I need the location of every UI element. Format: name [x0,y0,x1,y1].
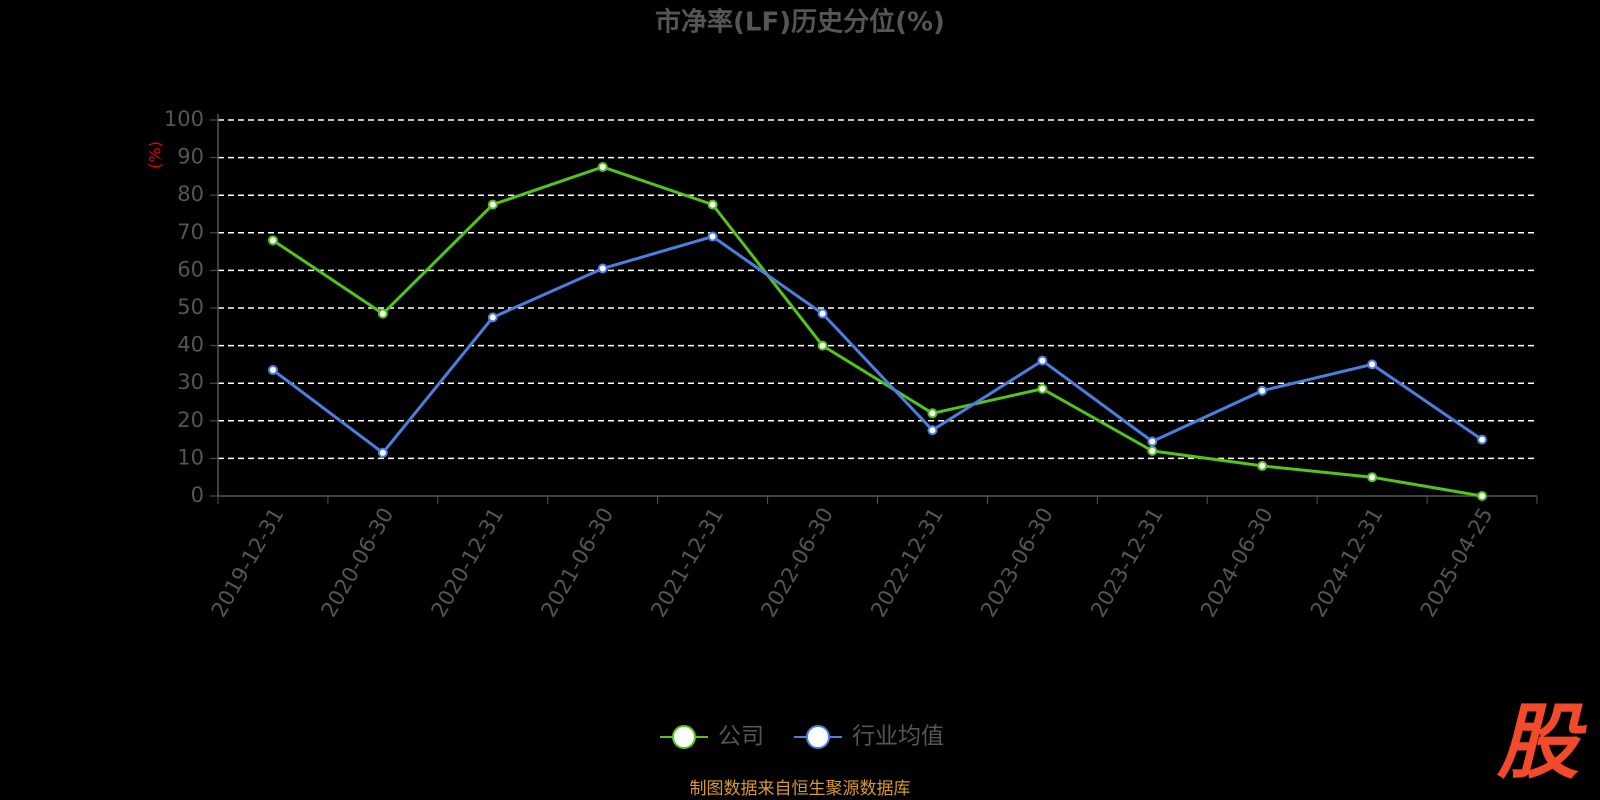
data-point [707,231,718,242]
data-point [1037,355,1048,366]
data-point [487,199,498,210]
data-point [267,235,278,246]
data-point [1367,472,1378,483]
data-point [267,365,278,376]
y-tick-label: 20 [177,408,204,432]
data-point [487,312,498,323]
source-note: 制图数据来自恒生聚源数据库 [690,779,911,799]
data-point [1257,460,1268,471]
y-tick-label: 30 [177,370,204,394]
data-point [1037,383,1048,394]
data-point [1477,491,1488,501]
series-line [272,234,1483,455]
y-tick-label: 0 [191,483,204,507]
data-point [1477,434,1488,445]
series-line [272,165,1483,498]
data-point [377,447,388,458]
y-tick-label: 100 [164,107,204,131]
logo: 股 [1496,695,1587,790]
legend-item: 公司 [660,724,764,750]
data-point [1147,445,1158,456]
y-tick-label: 80 [177,182,204,206]
data-point [1147,436,1158,447]
data-point [377,308,388,319]
data-point [597,162,608,172]
data-point [817,308,828,319]
legend-marker [806,725,830,749]
legend-item: 行业均值 [794,724,944,750]
data-point [927,425,938,436]
y-tick-label: 70 [177,220,204,244]
y-axis-label: (%) [146,141,165,169]
chart-title: 市净率(LF)历史分位(%) [655,7,945,38]
y-tick-label: 90 [177,145,204,169]
data-point [927,408,938,419]
legend-marker [672,725,696,749]
y-tick-label: 40 [177,333,204,357]
y-tick-label: 60 [177,257,204,281]
data-point [707,199,718,210]
legend-label: 公司 [718,724,764,750]
data-point [817,340,828,351]
y-tick-label: 10 [177,445,204,469]
data-point [1367,359,1378,370]
data-point [597,263,608,274]
y-tick-label: 50 [177,295,204,319]
legend-label: 行业均值 [852,724,944,750]
data-point [1257,385,1268,396]
